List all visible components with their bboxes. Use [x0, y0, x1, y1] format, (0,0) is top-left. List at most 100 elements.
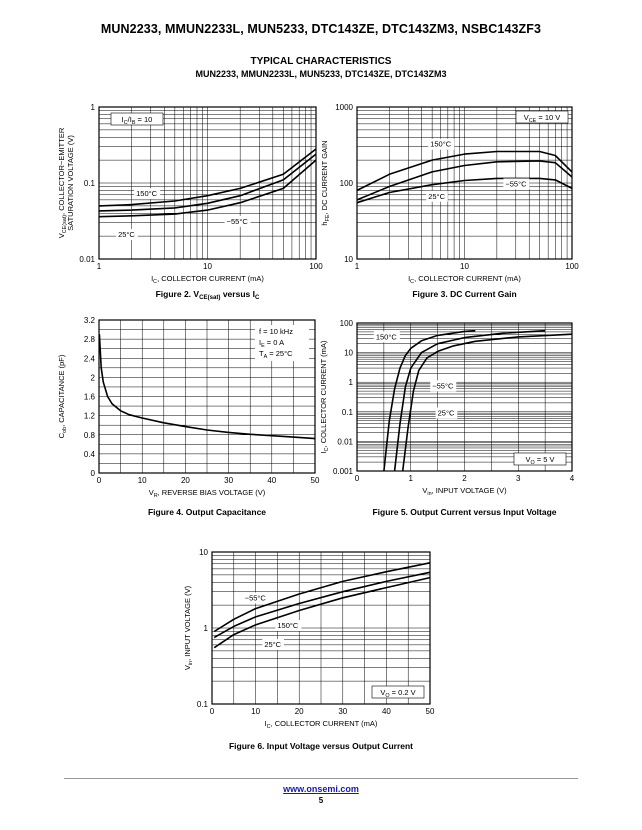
section-subtitle: MUN2233, MMUN2233L, MUN5233, DTC143ZE, D…: [195, 69, 447, 79]
y-tick-label: 1: [349, 378, 354, 387]
figure-caption: Figure 5. Output Current versus Input Vo…: [372, 507, 556, 517]
x-tick-label: 1: [355, 262, 360, 271]
x-tick-label: 10: [203, 262, 212, 271]
annotation-bg: [503, 178, 530, 190]
x-tick-label: 40: [382, 707, 391, 716]
x-tick-label: 100: [309, 262, 323, 271]
series-line: [213, 576, 431, 649]
annotation-bg: [116, 228, 138, 240]
condition-text: TA = 25°C: [259, 349, 293, 360]
annotation-bg: [426, 190, 448, 202]
footer-link[interactable]: www.onsemi.com: [283, 784, 359, 794]
y-tick-label: 100: [340, 319, 354, 328]
x-tick-label: 100: [565, 262, 579, 271]
series-annotation: 25°C: [428, 192, 445, 201]
series-line: [213, 562, 431, 633]
annotation-bg: [242, 592, 269, 604]
y-tick-label: 2.8: [84, 335, 96, 344]
y-tick-label: 0.01: [337, 437, 353, 446]
figure-caption: Figure 2. VCE(sat) versus IC: [156, 289, 260, 301]
series-annotation: 25°C: [438, 408, 455, 417]
series-annotation: −55°C: [245, 594, 267, 603]
y-tick-label: 1: [91, 103, 96, 112]
x-tick-label: 4: [570, 474, 575, 483]
plot-frame-fig4: [98, 319, 316, 474]
plot-frame-fig5: [356, 322, 573, 472]
grid-fig3: [357, 107, 572, 259]
x-axis-label: VR, REVERSE BIAS VOLTAGE (V): [149, 488, 266, 499]
annotation-bg: [134, 188, 161, 200]
condition-text: VO = 5 V: [525, 455, 554, 466]
annotation-bg: [262, 639, 284, 651]
y-tick-label: 0.01: [79, 255, 95, 264]
x-tick-label: 0: [210, 707, 215, 716]
plot-frame-fig3: [356, 106, 573, 260]
series-line: [98, 148, 317, 207]
chart-fig6: 0 10 20 30 40 50 0.1 1 10 IC, COLLECTOR CURRENT (…: [183, 548, 435, 751]
series-annotation: −55°C: [432, 381, 454, 390]
chart-fig2: 1 10 100 0.01 0.1 1 IC, COLLECTOR CURRENT (mA)…: [57, 103, 323, 301]
annotation-bg: [373, 331, 400, 343]
chart-fig5: 0 1 2 3 4 0.001 0.01 0.1 1 10 100 Vin, INPUT VOLTAG…: [319, 319, 575, 517]
condition-box: [110, 112, 164, 126]
x-tick-label: 50: [426, 707, 435, 716]
condition-text: VCE = 10 V: [524, 113, 561, 124]
x-tick-label: 10: [460, 262, 469, 271]
series-annotation: 25°C: [264, 640, 281, 649]
series-line: [213, 571, 431, 639]
x-axis-label: IC, COLLECTOR CURRENT (mA): [151, 274, 264, 285]
series-line: [98, 159, 317, 218]
series-line: [356, 177, 573, 204]
x-tick-label: 40: [267, 476, 276, 485]
x-tick-label: 50: [311, 476, 320, 485]
condition-box: [513, 452, 567, 466]
page-title: MUN2233, MMUN2233L, MUN5233, DTC143ZE, D…: [100, 22, 542, 36]
y-tick-label: 1: [204, 624, 209, 633]
series-annotation: 150°C: [136, 189, 158, 198]
series-annotation: −55°C: [505, 179, 527, 188]
y-tick-label: 1000: [335, 103, 353, 112]
page-number: 5: [318, 796, 324, 805]
annotation-bg: [224, 215, 251, 227]
x-axis-label: IC, COLLECTOR CURRENT (mA): [265, 719, 378, 730]
y-tick-label: 10: [344, 349, 353, 358]
x-tick-label: 3: [516, 474, 521, 483]
y-tick-label: 0: [91, 469, 96, 478]
grid-fig6: [212, 552, 430, 704]
x-tick-label: 20: [295, 707, 304, 716]
annotation-bg: [275, 620, 302, 631]
series-annotation: 150°C: [376, 332, 398, 341]
series-line: [356, 160, 573, 201]
y-axis-label: VCE(sat), COLLECTOR−EMITTER: [57, 127, 68, 238]
series-line: [383, 329, 476, 472]
chart-fig4: 0 10 20 30 40 50 0 0.4 0.8 1.2 1.6 2 2.4 2.8 3.2 VR, RE…: [57, 316, 320, 517]
y-axis-label: hFE, DC CURRENT GAIN: [320, 140, 331, 225]
annotation-bg: [430, 380, 457, 392]
grid-fig5: [357, 323, 572, 471]
y-tick-label: 0.1: [84, 179, 96, 188]
y-axis-label: IC, COLLECTOR CURRENT (mA): [319, 340, 330, 453]
x-axis-label: Vin, INPUT VOLTAGE (V): [422, 486, 507, 497]
y-tick-label: 0.1: [342, 408, 354, 417]
y-tick-label: 10: [199, 548, 208, 557]
condition-box: [371, 685, 425, 699]
series-line: [356, 150, 573, 192]
x-tick-label: 30: [224, 476, 233, 485]
y-tick-label: 0.1: [197, 700, 209, 709]
condition-text: IC/IB = 10: [122, 115, 153, 126]
series-line: [393, 329, 546, 472]
condition-text: IE = 0 A: [259, 338, 284, 349]
x-tick-label: 0: [97, 476, 102, 485]
series-annotation: −55°C: [227, 217, 249, 226]
series-annotation: 25°C: [118, 230, 135, 239]
x-tick-label: 1: [409, 474, 414, 483]
x-tick-label: 10: [138, 476, 147, 485]
y-tick-label: 10: [344, 255, 353, 264]
condition-text: f = 10 kHz: [259, 327, 293, 336]
y-tick-label: 2.4: [84, 354, 96, 363]
x-tick-label: 30: [338, 707, 347, 716]
condition-box: [515, 110, 569, 124]
figure-caption: Figure 4. Output Capacitance: [148, 507, 266, 517]
